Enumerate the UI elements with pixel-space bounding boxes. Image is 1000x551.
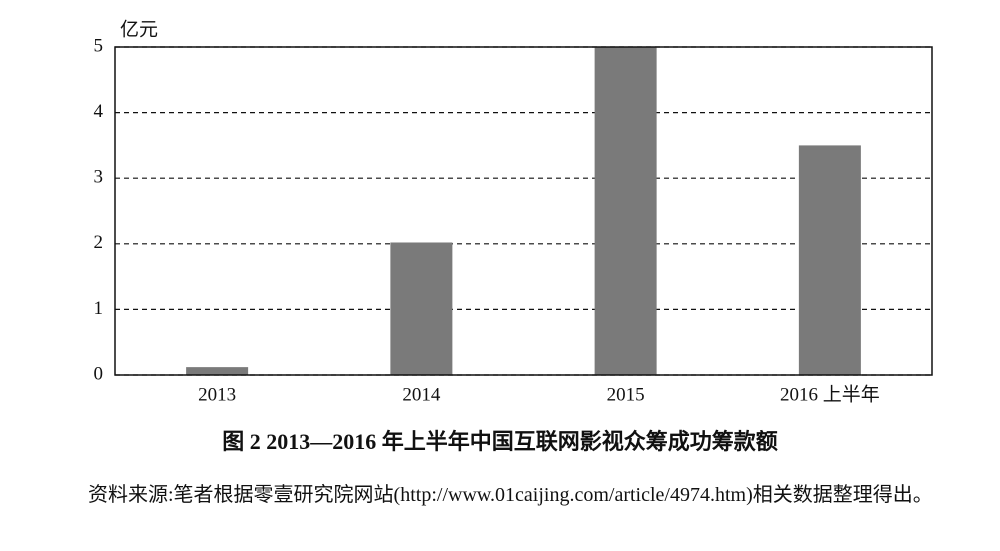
y-tick-label: 5	[94, 35, 104, 56]
y-tick-label: 0	[94, 363, 104, 384]
y-axis-unit: 亿元	[120, 18, 158, 40]
bar	[798, 145, 861, 375]
source-note: 资料来源:笔者根据零壹研究院网站(http://www.01caijing.co…	[88, 484, 933, 506]
x-tick-label: 2013	[198, 384, 236, 405]
bar	[390, 242, 453, 375]
bar	[186, 367, 249, 375]
chart: 亿元 图 2 2013—2016 年上半年中国互联网影视众筹成功筹款额 0 1 2 3…	[94, 18, 933, 454]
y-tick-label: 3	[94, 167, 104, 188]
x-tick-label: 2014	[402, 384, 441, 405]
y-tick-label: 2	[94, 232, 104, 253]
y-tick-label: 1	[94, 298, 104, 319]
chart-title: 图 2 2013—2016 年上半年中国互联网影视众筹成功筹款额	[222, 429, 778, 454]
x-tick-label: 2016 上半年	[780, 383, 880, 405]
y-tick-label: 4	[94, 101, 104, 122]
x-tick-label: 2015	[607, 384, 645, 405]
plot-frame	[114, 46, 933, 376]
bar	[594, 47, 657, 375]
